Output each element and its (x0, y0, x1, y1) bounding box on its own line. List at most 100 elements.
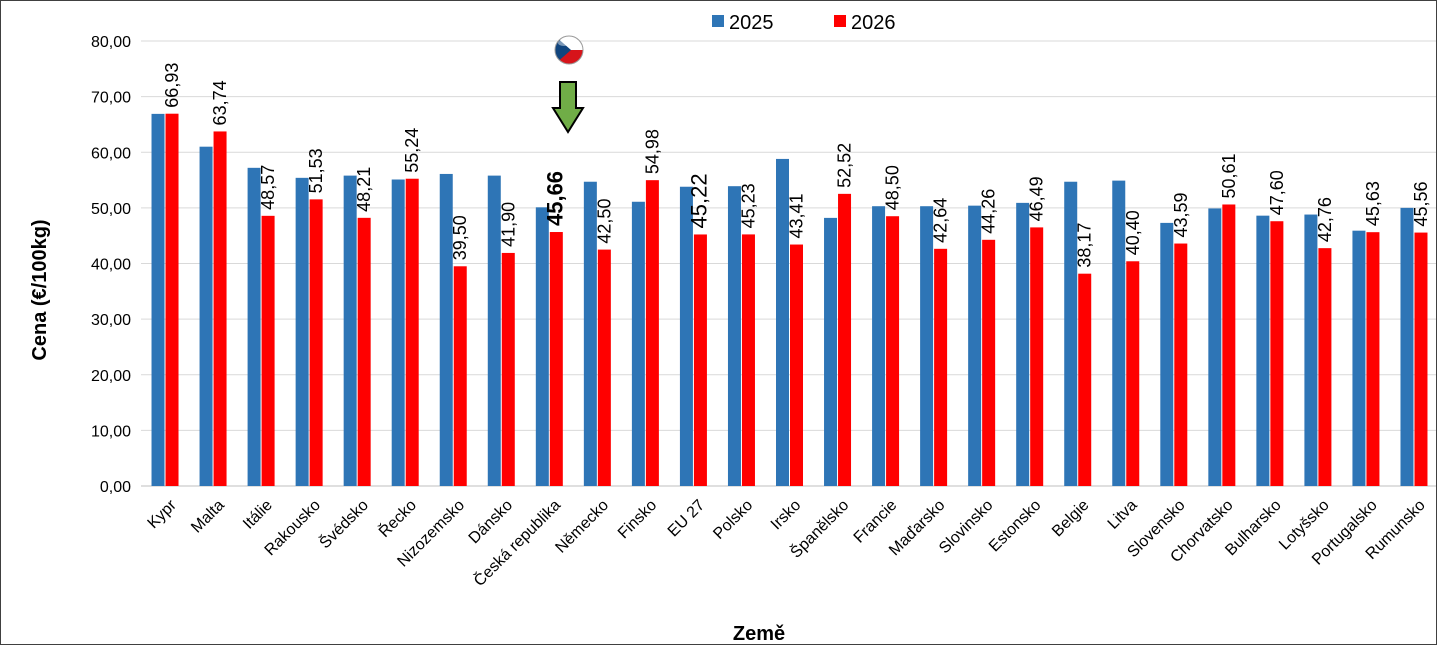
legend-swatch-2026 (834, 15, 846, 27)
bar-2025-malta (199, 146, 213, 486)
data-label-malta: 63,74 (210, 80, 230, 125)
bars (151, 113, 1428, 487)
data-label-slovensko: 43,59 (1171, 192, 1191, 237)
x-tick-belgie: Belgie (1049, 497, 1093, 541)
bar-2026-eu-27 (693, 234, 707, 486)
bar-2026-madarsko (934, 248, 948, 486)
y-tick-label: 70,00 (91, 90, 131, 107)
data-label-estonsko: 46,49 (1027, 176, 1047, 221)
bar-2025-rakousko (295, 177, 309, 486)
y-tick-label: 40,00 (91, 257, 131, 274)
legend-label-2025: 2025 (729, 12, 774, 34)
bar-2026-svedsko (357, 217, 371, 486)
bar-2025-rumunsko (1400, 207, 1414, 486)
data-label-nemecko: 42,50 (594, 199, 614, 244)
gridlines (141, 40, 1436, 487)
x-tick-svedsko: Švédsko (315, 495, 372, 552)
bar-2025-finsko (631, 201, 645, 486)
x-tick-irsko: Irsko (768, 497, 805, 534)
legend-label-2026: 2026 (851, 12, 896, 34)
data-labels: 66,93 63,74 48,57 51,53 48,21 55,24 39,50 41,90… (162, 63, 1431, 268)
bar-2025-irsko (776, 158, 789, 487)
bar-2026-portugalsko (1366, 232, 1380, 486)
x-tick-polsko: Polsko (710, 497, 756, 543)
bar-2025-spanelsko (824, 217, 838, 486)
bar-2026-spanelsko (838, 193, 852, 487)
bar-2025-lotyssko (1304, 214, 1318, 487)
data-label-finsko: 54,98 (642, 129, 662, 174)
data-label-litva: 40,40 (1123, 210, 1143, 255)
bar-2025-slovensko (1160, 222, 1174, 487)
data-label-madarsko: 42,64 (931, 198, 951, 243)
bar-2026-malta (213, 131, 227, 487)
x-tick-italie: Itálie (240, 497, 276, 533)
x-tick-ceska-republika: Česká republika (470, 495, 565, 590)
bar-2026-nizozemsko (453, 266, 467, 486)
x-axis-title: Země (733, 623, 785, 644)
data-label-ceska-republika: 45,66 (542, 171, 567, 226)
bar-2025-portugalsko (1352, 230, 1366, 486)
y-tick-label: 10,00 (91, 423, 131, 440)
x-tick-estonsko: Estonsko (986, 497, 1045, 556)
bar-2026-finsko (645, 180, 659, 486)
legend: 2025 2026 (712, 12, 896, 34)
x-tick-eu-27: EU 27 (665, 497, 709, 541)
y-tick-label: 30,00 (91, 312, 131, 329)
bar-2026-recko (405, 178, 419, 487)
bar-2025-francie (872, 206, 886, 487)
bar-2026-italie (261, 215, 275, 486)
bar-2026-kypr (165, 113, 179, 486)
data-label-nizozemsko: 39,50 (450, 215, 470, 260)
data-label-recko: 55,24 (402, 128, 422, 173)
data-label-slovinsko: 44,26 (979, 189, 999, 234)
bar-2025-litva (1112, 180, 1126, 486)
bar-2025-ceska-republika (535, 207, 549, 486)
data-label-svedsko: 48,21 (354, 167, 374, 212)
y-axis-ticks: 0,00 10,00 20,00 30,00 40,00 50,00 60,00 70,00 8… (91, 34, 131, 496)
bar-2026-irsko (790, 244, 803, 486)
bar-2025-belgie (1064, 181, 1078, 486)
bar-2026-slovensko (1174, 243, 1188, 486)
bar-2026-dansko (501, 252, 515, 486)
bar-2025-chorvatsko (1208, 208, 1222, 486)
bar-2026-lotyssko (1318, 248, 1332, 486)
y-tick-label: 0,00 (100, 479, 131, 496)
bar-2025-madarsko (920, 206, 934, 487)
bar-2025-nemecko (583, 181, 597, 486)
highlight-marker (551, 35, 585, 134)
bar-2025-kypr (151, 113, 165, 487)
data-label-dansko: 41,90 (498, 202, 518, 247)
bar-2025-italie (247, 167, 261, 486)
x-tick-malta: Malta (188, 497, 228, 537)
y-tick-label: 50,00 (91, 201, 131, 218)
legend-swatch-2025 (712, 15, 724, 27)
data-label-portugalsko: 45,63 (1363, 181, 1383, 226)
bar-2026-estonsko (1030, 227, 1044, 487)
bar-2026-litva (1126, 261, 1140, 486)
y-tick-label: 20,00 (91, 368, 131, 385)
data-label-eu-27: 45,22 (686, 173, 711, 228)
data-label-italie: 48,57 (258, 165, 278, 210)
data-label-rakousko: 51,53 (306, 148, 326, 193)
bar-2026-bulharsko (1270, 221, 1284, 486)
x-tick-nemecko: Německo (552, 497, 612, 557)
data-label-lotyssko: 42,76 (1315, 197, 1335, 242)
bar-2025-dansko (487, 175, 501, 487)
bar-2026-chorvatsko (1222, 204, 1236, 486)
down-arrow-icon (551, 81, 585, 134)
bar-2026-polsko (741, 234, 755, 486)
x-tick-litva: Litva (1105, 497, 1141, 533)
bar-2025-estonsko (1016, 202, 1030, 486)
y-tick-label: 80,00 (91, 34, 131, 51)
bar-2025-eu-27 (679, 186, 693, 487)
czech-flag-icon (554, 35, 584, 65)
data-label-belgie: 38,17 (1075, 223, 1095, 268)
x-tick-finsko: Finsko (615, 497, 660, 542)
x-tick-recko: Řecko (375, 495, 421, 541)
bar-2025-recko (391, 179, 405, 486)
y-tick-label: 60,00 (91, 145, 131, 162)
data-label-kypr: 66,93 (162, 63, 182, 108)
